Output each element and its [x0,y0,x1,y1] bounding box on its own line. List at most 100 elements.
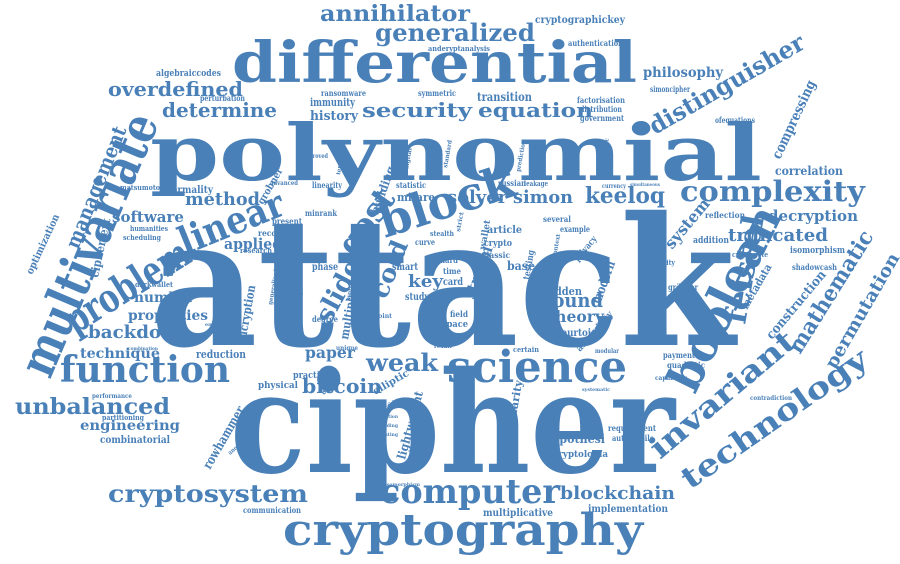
word-result: result [434,344,453,350]
word-contradiction: contradiction [750,395,793,402]
word-article: article [487,225,522,236]
word-mifare: mifare [397,191,435,204]
word-time: time [443,266,461,276]
word-base: base [507,259,535,273]
word-quadratic: quadratic [667,360,705,370]
word-present: present [272,216,302,226]
word-equation: equation [478,98,594,122]
word-russian: russian [498,178,526,188]
word-science: science [447,342,627,393]
word-practical: practical [293,371,334,381]
word-cryptography: cryptography [283,505,645,556]
word-matsumoto: matsumoto [120,183,160,192]
word-philosophy: philosophy [643,65,724,81]
word-reduction: reduction [196,348,246,361]
word-multiplicative: multiplicative [483,508,553,519]
word-combinatorial: combinatorial [100,435,170,446]
word-physical: physical [258,381,299,391]
word-overdefined: overdefined [108,77,243,101]
word-requirement: requirement [608,423,656,433]
word-classic: classic [482,250,510,260]
word-complexity: complexity [680,175,866,208]
word-reflection: reflection [705,210,745,220]
word-number: number [134,290,195,306]
word-ofequations: ofequations [715,115,755,125]
word-algebraiccodes: algebraiccodes [156,69,221,79]
word-perturbation: perturbation [200,93,245,103]
word-strict: strict [455,211,465,232]
word-variable: variable [371,399,404,409]
word-performance: performance [92,393,132,400]
word-unbalanced: unbalanced [15,394,170,420]
word-cipher: cipher [230,342,677,506]
word-cryptographickey: cryptographickey [535,15,626,26]
word-systematic: systematic [582,387,610,393]
word-government: government [580,113,624,123]
word-history: history [310,109,358,124]
word-decryption: decryption [768,207,858,225]
word-symmetric: symmetric [418,88,456,98]
word-scheduling: scheduling [123,233,161,242]
word-solver: solver [447,187,508,208]
word-round: round [543,288,603,312]
word-normality: normality [165,185,214,196]
word-example: example [560,224,590,234]
word-improved: improved [302,153,329,160]
word-simon: simon [513,187,573,208]
word-degree: degree [312,314,338,324]
word-factorisation: factorisation [577,95,625,105]
word-standard: standard [442,139,454,169]
word-several: several [543,214,571,224]
word-many: many [445,330,466,339]
word-smart: smart [392,262,418,273]
word-card: card [443,277,463,288]
word-truncated: truncated [728,225,828,246]
word-space: space [442,320,468,330]
word-properties: properties [128,308,208,324]
word-field: field [450,309,468,319]
word-data: data [422,309,438,316]
word-correlation: correlation [775,164,843,178]
word-gs-solver: gröbner [668,282,699,292]
word-research: research [240,246,272,255]
word-temporal: temporal [335,146,347,175]
word-authentication: authentication [568,38,623,48]
word-simultaneous: simultaneous [630,182,660,188]
word-polynomial: polynomial [150,108,762,199]
word-crypto: crypto [484,239,512,249]
word-digital: digital [403,147,414,171]
word-ransomware: ransomware [321,88,366,98]
word-curve: curve [415,237,435,247]
word-immunity: immunity [310,96,355,109]
word-payment: payment [663,350,695,360]
word-hard: hard [440,255,458,265]
word-applied: applied [224,235,282,253]
word-implementation: implementation [588,504,669,515]
word-computer: computer [380,472,561,512]
word-software: software [112,208,184,226]
word-interesting: interesting [370,432,398,438]
word-blockchain: blockchain [560,483,675,504]
word-humanities: humanities [130,224,168,233]
word-stealth: stealth [430,229,454,238]
word-function: function [60,349,230,391]
word-flcsomorphism: flcsomorphism [380,482,421,488]
word-transaction: transaction [370,414,398,420]
word-partitioning: partitioning [102,413,144,422]
word-certain: certain [513,345,539,354]
word-isomorphism: isomorphism [790,246,845,256]
word-point: point [374,313,392,320]
word-recovery: recovery [258,228,294,238]
word-anderyptanalysis: anderyptanalysis [428,44,490,53]
word-generalized: generalized [375,18,535,47]
word-method: method [185,189,260,210]
word-currency: currency [602,183,626,190]
word-key: key [408,272,444,292]
word-darkwallet: darkwallet [135,280,174,289]
word-statistic: statistic [396,180,426,190]
word-capability: capability [655,375,687,382]
word-combination: combination [128,346,158,352]
word-differential: differential [232,30,637,96]
word-determine: determine [162,98,277,122]
